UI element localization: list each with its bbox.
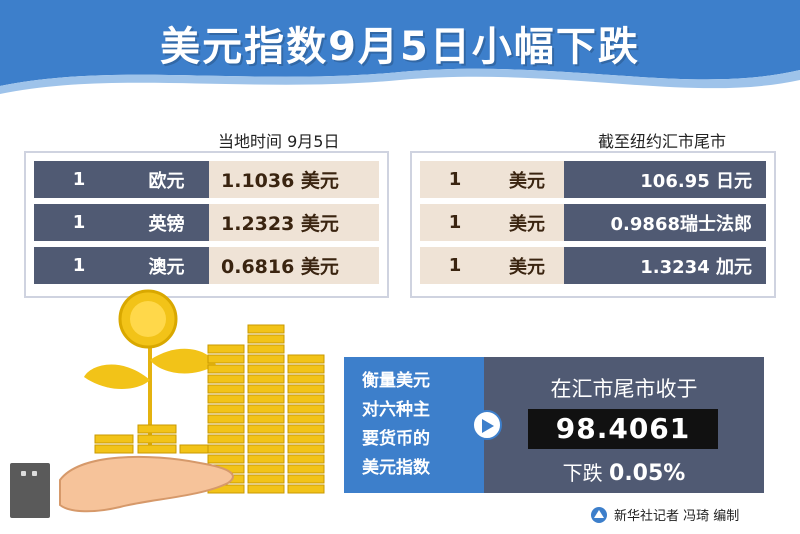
rate-row-eur: 1 欧元 1.1036 美元 <box>34 161 379 198</box>
index-description: 衡量美元 对六种主 要货币的 美元指数 <box>344 357 484 493</box>
left-caption: 当地时间 9月5日 <box>218 132 340 151</box>
rate-unit: 1 <box>34 247 124 284</box>
rate-unit: 1 <box>420 161 490 198</box>
rate-row-jpy: 1 美元 106.95 日元 <box>420 161 766 198</box>
header-banner: 美元指数9月5日小幅下跌 <box>0 0 800 96</box>
rate-unit: 1 <box>420 204 490 241</box>
rate-row-gbp: 1 英镑 1.2323 美元 <box>34 204 379 241</box>
header-wave <box>0 0 800 94</box>
rate-value: 1.2323 美元 <box>209 204 379 241</box>
index-description-line: 要货币的 <box>362 429 430 449</box>
index-value: 98.4061 <box>528 409 718 449</box>
rate-currency: 美元 <box>490 204 564 241</box>
left-rates-panel: 1 欧元 1.1036 美元 1 英镑 1.2323 美元 1 澳元 0.681… <box>24 151 389 298</box>
rate-row-chf: 1 美元 0.9868瑞士法郎 <box>420 204 766 241</box>
index-change: 下跌 0.05% <box>484 457 764 486</box>
rate-currency: 澳元 <box>124 247 209 284</box>
index-description-line: 衡量美元 <box>362 371 430 391</box>
page-title: 美元指数9月5日小幅下跌 <box>160 24 640 70</box>
rate-value: 0.6816 美元 <box>209 247 379 284</box>
right-rates-panel: 1 美元 106.95 日元 1 美元 0.9868瑞士法郎 1 美元 1.32… <box>410 151 776 298</box>
rate-unit: 1 <box>420 247 490 284</box>
rate-row-cad: 1 美元 1.3234 加元 <box>420 247 766 284</box>
money-tree-illustration <box>59 289 325 513</box>
rate-unit: 1 <box>34 161 124 198</box>
rate-value: 1.3234 加元 <box>564 247 766 284</box>
index-change-prefix: 下跌 <box>562 461 603 485</box>
credit-text: 新华社记者 冯琦 编制 <box>614 509 740 524</box>
right-caption: 截至纽约汇市尾市 <box>598 132 727 151</box>
sleeve-decoration <box>10 463 50 518</box>
arrow-right-icon <box>472 410 502 440</box>
index-change-value: 0.05% <box>609 461 686 486</box>
rate-value: 106.95 日元 <box>564 161 766 198</box>
credit-line: 新华社记者 冯琦 编制 <box>590 505 739 524</box>
index-description-line: 美元指数 <box>362 458 430 478</box>
rate-value: 1.1036 美元 <box>209 161 379 198</box>
index-label: 在汇市尾市收于 <box>550 377 698 401</box>
rate-value: 0.9868瑞士法郎 <box>564 204 766 241</box>
rate-currency: 美元 <box>490 247 564 284</box>
rate-currency: 欧元 <box>124 161 209 198</box>
xinhua-logo-icon <box>591 506 607 523</box>
rate-currency: 英镑 <box>124 204 209 241</box>
rate-currency: 美元 <box>490 161 564 198</box>
rate-unit: 1 <box>34 204 124 241</box>
dollar-index-box: 衡量美元 对六种主 要货币的 美元指数 在汇市尾市收于 98.4061 下跌 0… <box>344 357 764 493</box>
rate-row-aud: 1 澳元 0.6816 美元 <box>34 247 379 284</box>
index-description-line: 对六种主 <box>362 400 430 420</box>
